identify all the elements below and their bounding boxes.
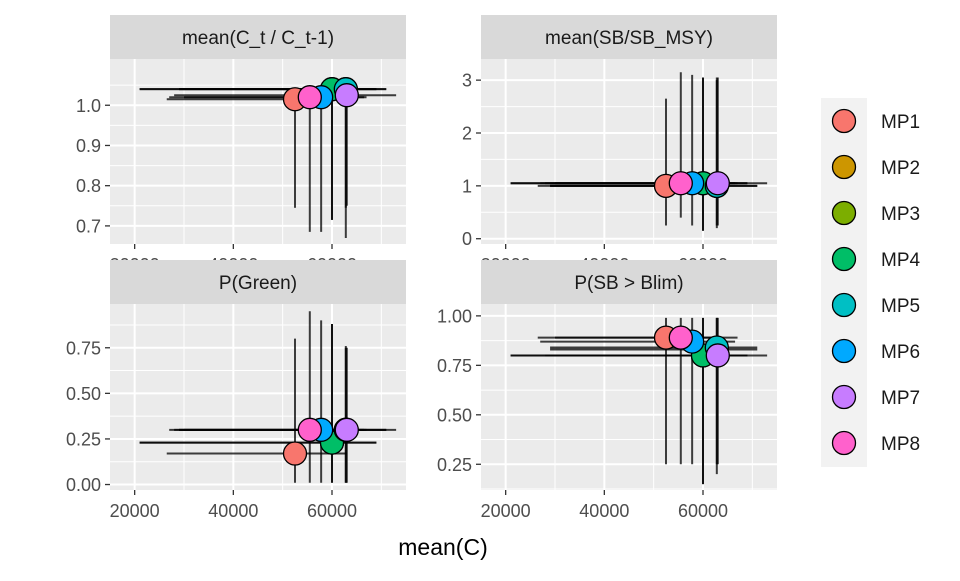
legend-key-mp8 bbox=[831, 430, 857, 456]
x-tick-label: 20000 bbox=[481, 501, 531, 521]
y-tick-label: 0.7 bbox=[76, 216, 101, 236]
facet-panel-1: mean(C_t / C_t-1)0.70.80.91.020000400006… bbox=[76, 15, 406, 275]
legend-key-mp4 bbox=[831, 246, 857, 272]
point-mp7 bbox=[334, 83, 359, 108]
y-tick-label: 3 bbox=[462, 71, 472, 91]
y-tick-label: 0.50 bbox=[66, 384, 101, 404]
facet-strip bbox=[481, 15, 777, 59]
x-tick-label: 60000 bbox=[307, 501, 357, 521]
facet-panel-2: mean(SB/SB_MSY)0123200004000060000 bbox=[462, 15, 777, 275]
y-tick-label: 1 bbox=[462, 176, 472, 196]
y-tick-label: 0.50 bbox=[437, 405, 472, 425]
y-tick-label: 0.25 bbox=[437, 455, 472, 475]
legend-label-mp8: MP8 bbox=[881, 434, 920, 455]
point-mp7 bbox=[334, 417, 359, 442]
facet-strip-title: mean(SB/SB_MSY) bbox=[545, 28, 713, 49]
point-mp8 bbox=[297, 85, 322, 110]
legend-key-mp7 bbox=[831, 384, 857, 410]
y-tick-label: 0.75 bbox=[437, 356, 472, 376]
y-tick-label: 1.0 bbox=[76, 96, 101, 116]
x-tick-label: 60000 bbox=[678, 501, 728, 521]
x-axis-title: mean(C) bbox=[398, 534, 487, 560]
point-mp8 bbox=[668, 325, 693, 350]
legend-label-mp1: MP1 bbox=[881, 112, 920, 133]
y-tick-label: 0.8 bbox=[76, 176, 101, 196]
y-tick-label: 0.00 bbox=[66, 475, 101, 495]
legend-key-mp3 bbox=[831, 200, 857, 226]
point-mp8 bbox=[297, 417, 322, 442]
legend-label-mp6: MP6 bbox=[881, 342, 920, 363]
point-mp8 bbox=[668, 171, 693, 196]
point-mp1 bbox=[282, 441, 308, 466]
point-mp7 bbox=[705, 171, 730, 196]
y-tick-label: 0.75 bbox=[66, 338, 101, 358]
y-tick-label: 0 bbox=[462, 229, 472, 249]
panel-background bbox=[481, 304, 777, 490]
legend-key-mp2 bbox=[831, 154, 857, 180]
legend-key-mp5 bbox=[831, 292, 857, 318]
y-tick-label: 0.9 bbox=[76, 136, 101, 156]
legend-key-mp1 bbox=[831, 108, 857, 134]
panel-background bbox=[481, 59, 777, 244]
legend-label-mp4: MP4 bbox=[881, 250, 921, 271]
x-tick-label: 40000 bbox=[579, 501, 629, 521]
point-mp7 bbox=[705, 343, 730, 368]
facet-panel-4: P(SB > Blim) 0.25 0.50 0.75 1.00 20000 40000 60… bbox=[437, 260, 777, 521]
panel-background bbox=[110, 304, 406, 490]
legend-label-mp5: MP5 bbox=[881, 296, 920, 317]
legend-key-background bbox=[821, 98, 867, 467]
y-tick-label: 0.25 bbox=[66, 429, 101, 449]
legend-label-mp3: MP3 bbox=[881, 204, 920, 225]
x-tick-label: 20000 bbox=[110, 501, 160, 521]
facet-strip-title: P(Green) bbox=[219, 273, 297, 294]
panel-background bbox=[110, 59, 406, 244]
facet-panel-3: P(Green) 0.00 0.25 0.50 0.75 20000 40000 60000 bbox=[66, 260, 406, 521]
facet-strip-title: mean(C_t / C_t-1) bbox=[182, 28, 334, 49]
facet-strip-title: P(SB > Blim) bbox=[574, 273, 683, 294]
facet-strip bbox=[110, 15, 406, 59]
legend-label-mp7: MP7 bbox=[881, 388, 920, 409]
y-tick-label: 2 bbox=[462, 124, 472, 144]
legend: MP1 MP2 MP3 MP4 MP5 MP6 MP7 MP8 bbox=[821, 98, 921, 467]
facet-strip bbox=[481, 260, 777, 304]
facet-strip bbox=[110, 260, 406, 304]
y-tick-label: 1.00 bbox=[437, 306, 472, 326]
legend-key-mp6 bbox=[831, 338, 857, 364]
legend-label-mp2: MP2 bbox=[881, 158, 920, 179]
x-tick-label: 40000 bbox=[208, 501, 258, 521]
